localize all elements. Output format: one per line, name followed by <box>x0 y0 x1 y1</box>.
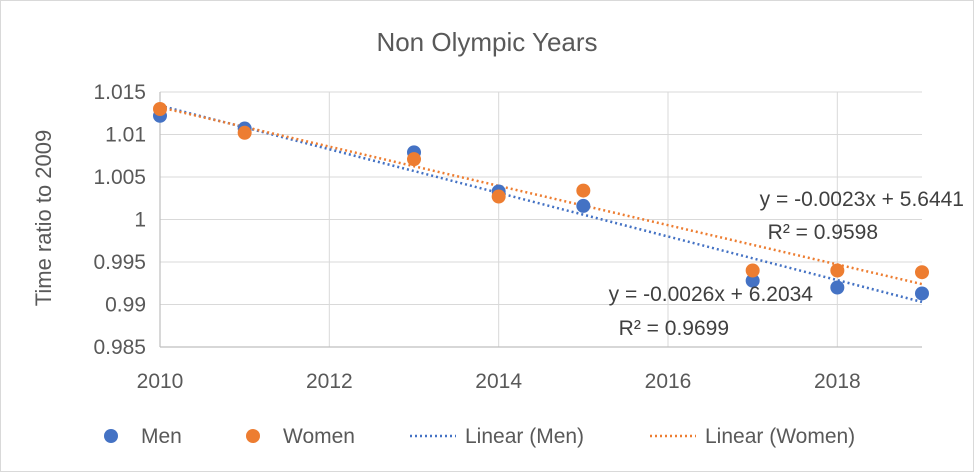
women-data-point <box>830 263 845 278</box>
legend-men-marker <box>104 429 118 443</box>
axes: 0.985 0.99 0.995 1 1.005 1.01 1.015 2010 2012 201… <box>93 81 922 393</box>
men-data-point <box>915 286 929 301</box>
y-axis-label: Time ratio to 2009 <box>31 130 56 307</box>
men-trend-equation: y = -0.0026x + 6.2034 <box>609 283 814 306</box>
men-data-point <box>745 273 760 288</box>
x-tick-label: 2014 <box>475 370 522 393</box>
chart-title: Non Olympic Years <box>376 27 597 57</box>
legend: Men Women Linear (Men) Linear (Women) <box>104 425 855 448</box>
gridlines <box>160 91 922 347</box>
legend-men-label: Men <box>141 425 182 448</box>
legend-women-label: Women <box>283 425 355 448</box>
men-data-point <box>830 280 845 295</box>
x-tick-label: 2018 <box>814 370 861 393</box>
x-tick-label: 2016 <box>645 370 692 393</box>
women-data-point <box>153 102 167 116</box>
women-data-point <box>237 125 252 140</box>
women-data-point <box>407 152 421 167</box>
y-tick-label: 1.015 <box>93 81 146 104</box>
legend-linear-men-label: Linear (Men) <box>465 425 584 448</box>
women-data-point <box>576 183 591 198</box>
y-tick-label: 1 <box>134 209 146 232</box>
y-tick-label: 1.005 <box>93 166 146 189</box>
trendline-men <box>159 104 923 304</box>
women-data-point <box>745 263 760 278</box>
y-tick-label: 1.01 <box>105 124 146 147</box>
x-tick-label: 2012 <box>306 370 353 393</box>
trendlines <box>159 104 923 304</box>
men-data-point <box>576 198 591 213</box>
women-trend-r2: R² = 0.9598 <box>768 221 878 244</box>
x-tick-label: 2010 <box>137 370 184 393</box>
men-trend-r2: R² = 0.9699 <box>619 317 729 340</box>
y-tick-label: 0.99 <box>105 294 146 317</box>
y-tick-label: 0.985 <box>93 336 146 359</box>
women-data-point <box>915 265 929 280</box>
legend-women-marker <box>246 429 260 443</box>
data-points <box>153 102 929 301</box>
women-trend-equation: y = -0.0023x + 5.6441 <box>760 188 964 211</box>
legend-linear-women-label: Linear (Women) <box>705 425 855 448</box>
y-tick-label: 0.995 <box>93 251 146 274</box>
trendline-equations: y = -0.0023x + 5.6441 R² = 0.9598 y = -0… <box>609 188 964 340</box>
trendline-women <box>159 106 923 286</box>
women-data-point <box>491 189 506 204</box>
